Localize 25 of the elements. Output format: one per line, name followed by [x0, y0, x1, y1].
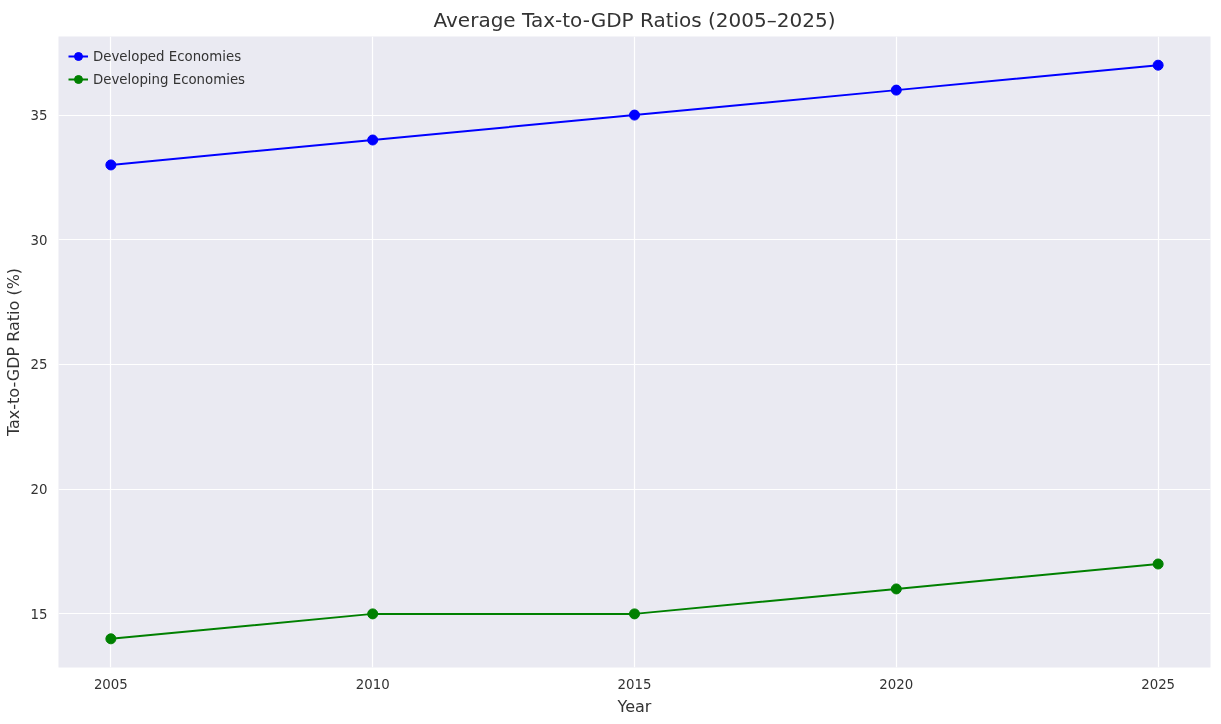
x-axis-title: Year: [616, 696, 652, 716]
point: [629, 109, 640, 121]
point: [367, 134, 379, 146]
x-tick-label: 2005: [93, 676, 128, 692]
point: [890, 84, 902, 96]
y-tick-label: 25: [30, 357, 48, 373]
y-tick-label: 15: [30, 606, 48, 622]
x-tick-label: 2015: [617, 676, 652, 692]
point: [105, 159, 117, 171]
point: [105, 633, 117, 645]
point: [1152, 59, 1164, 71]
y-tick-label: 20: [30, 482, 48, 498]
legend-label: Developed Economies: [93, 48, 242, 64]
y-tick-label: 30: [30, 232, 48, 248]
legend-label: Developing Economies: [93, 71, 246, 87]
chart-title: Average Tax-to-GDP Ratios (2005–2025): [433, 7, 836, 32]
x-tick-label: 2025: [1141, 676, 1176, 692]
point: [629, 608, 640, 620]
point: [890, 583, 902, 595]
x-tick-label: 2010: [355, 676, 390, 692]
point: [367, 608, 379, 620]
x-tick-label: 2020: [879, 676, 914, 692]
y-tick-label: 35: [30, 108, 48, 124]
point: [1152, 558, 1164, 570]
y-axis-title: Tax-to-GDP Ratio (%): [3, 267, 23, 438]
